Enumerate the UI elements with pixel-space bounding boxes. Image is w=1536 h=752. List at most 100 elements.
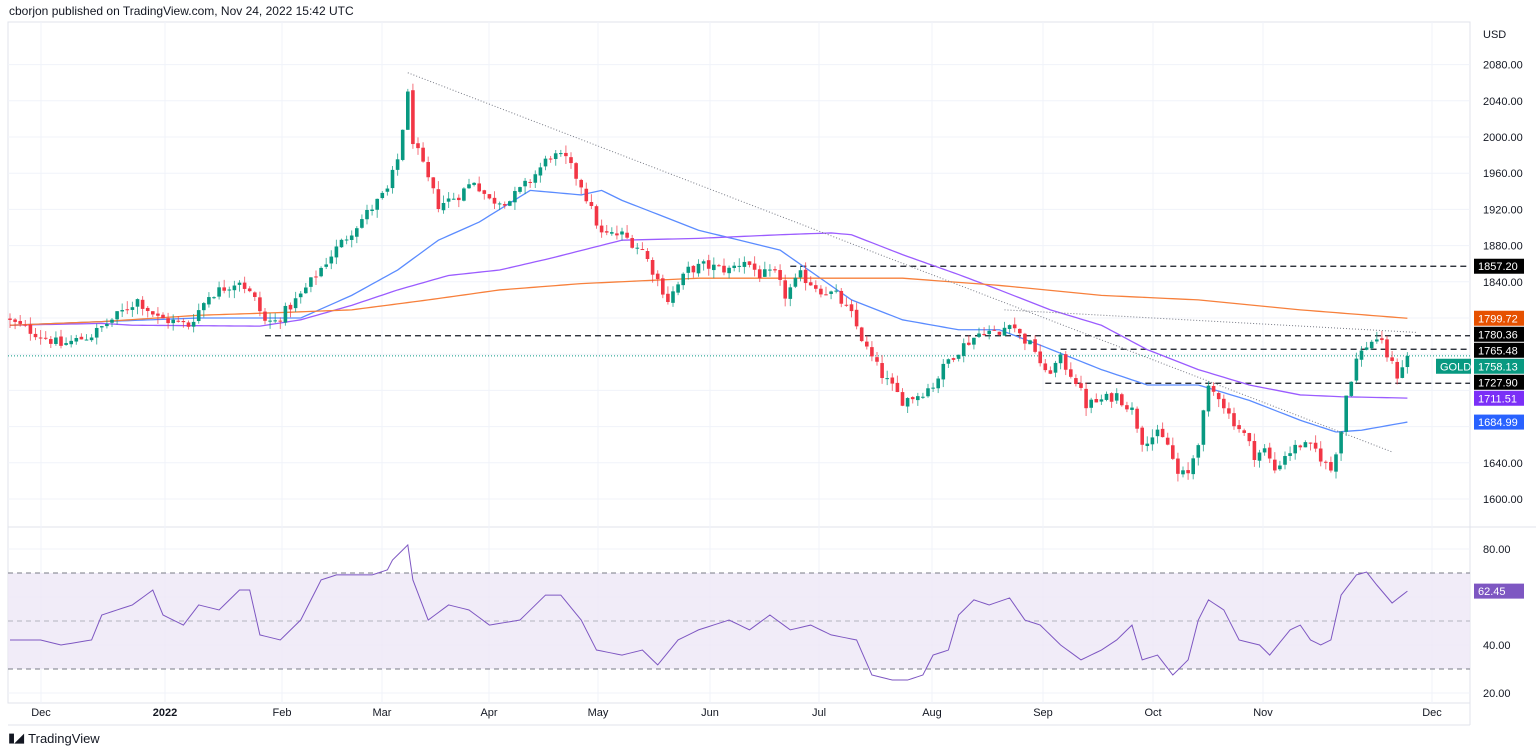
candle-body (1053, 362, 1058, 373)
candle (604, 225, 609, 236)
candle (824, 286, 828, 296)
candle-body (1181, 470, 1185, 475)
level-label-1727-text: 1727.90 (1478, 377, 1518, 389)
level-label-1857-bg (1474, 258, 1524, 274)
candle (1349, 381, 1354, 398)
candle-body (773, 269, 777, 271)
candle (538, 162, 543, 183)
candle (441, 195, 446, 214)
candle (1084, 382, 1088, 416)
candle (880, 355, 884, 384)
candle-body (849, 304, 854, 312)
candle-body (701, 261, 706, 264)
candle (43, 331, 48, 340)
candle (217, 281, 221, 300)
candle-body (824, 294, 828, 296)
candle-body (110, 319, 114, 323)
time-tick-label: Feb (273, 707, 292, 719)
candle-body (1354, 358, 1359, 381)
candle (273, 313, 277, 324)
price-labels: 1857.20 1799.72 1780.36 1765.48 1758.13 GOLD 1… (1436, 258, 1524, 599)
candle-body (798, 270, 803, 278)
candle-body (18, 321, 22, 324)
candle-body (1232, 413, 1236, 427)
tradingview-logo[interactable]: ▮◢ TradingView (8, 730, 100, 746)
candle-body (793, 277, 798, 287)
candle (895, 375, 900, 393)
candle (778, 264, 782, 286)
candle-body (334, 246, 339, 258)
candle (1114, 388, 1119, 404)
candle (1104, 391, 1109, 402)
candle (727, 265, 731, 279)
candle (176, 316, 181, 323)
candle (502, 201, 507, 209)
candle-body (655, 273, 660, 280)
candle-body (1334, 454, 1338, 472)
candle (1237, 419, 1241, 433)
candle-body (1048, 370, 1053, 374)
candle (931, 382, 935, 393)
candle-body (482, 190, 487, 194)
horizontal-levels (8, 265, 1470, 384)
candle (1160, 422, 1165, 438)
candle (900, 388, 905, 407)
price-tick-label: 1600.00 (1483, 494, 1523, 506)
symbol-label-text: GOLD (1440, 361, 1471, 373)
candle (477, 176, 481, 193)
candle-body (115, 311, 119, 320)
candle-body (79, 336, 84, 340)
axes: Dec 2022 Feb Mar Apr May Jun Jul Aug Sep Oct Nov Dec… (31, 60, 1523, 719)
candle (783, 274, 787, 307)
candle (406, 88, 410, 130)
candle (798, 266, 803, 282)
candle-body (355, 228, 359, 237)
candle (360, 214, 364, 229)
candle-body (441, 202, 446, 211)
candle-body (956, 354, 961, 359)
candle (293, 291, 298, 312)
candle (355, 226, 359, 244)
candle-body (344, 239, 349, 241)
candle (1278, 460, 1282, 471)
candle-body (304, 287, 308, 294)
candle (59, 329, 63, 349)
candle-body (1257, 452, 1262, 461)
candle-body (829, 291, 833, 294)
candle-body (59, 336, 63, 346)
candle (1380, 330, 1384, 344)
candle (1344, 395, 1348, 437)
candle (829, 290, 833, 300)
candle (548, 155, 553, 163)
candle (865, 335, 869, 350)
candle-body (548, 158, 553, 160)
candle-body (416, 143, 420, 149)
candle-body (247, 288, 252, 292)
candle-body (497, 203, 502, 205)
candle (1089, 397, 1093, 414)
candle (773, 266, 777, 273)
candle (1329, 456, 1333, 473)
candle (69, 335, 73, 348)
candle (482, 189, 487, 200)
candle (74, 334, 79, 345)
candle-body (1150, 437, 1155, 445)
candle-body (1324, 461, 1328, 463)
candle-body (691, 265, 696, 273)
candle-body (1079, 383, 1083, 388)
candle (207, 292, 211, 308)
candle (712, 257, 716, 279)
candle-body (941, 363, 946, 380)
candle (814, 280, 818, 293)
candle-body (263, 311, 267, 321)
candle-body (49, 339, 53, 344)
rsi-line (10, 543, 1408, 681)
candle-body (910, 397, 915, 400)
rsi-tick-label: 80.00 (1483, 544, 1511, 556)
candle (910, 396, 915, 404)
candle-body (1109, 393, 1114, 402)
candle-body (1349, 381, 1354, 396)
candle-body (319, 267, 323, 277)
candle-body (446, 198, 451, 202)
